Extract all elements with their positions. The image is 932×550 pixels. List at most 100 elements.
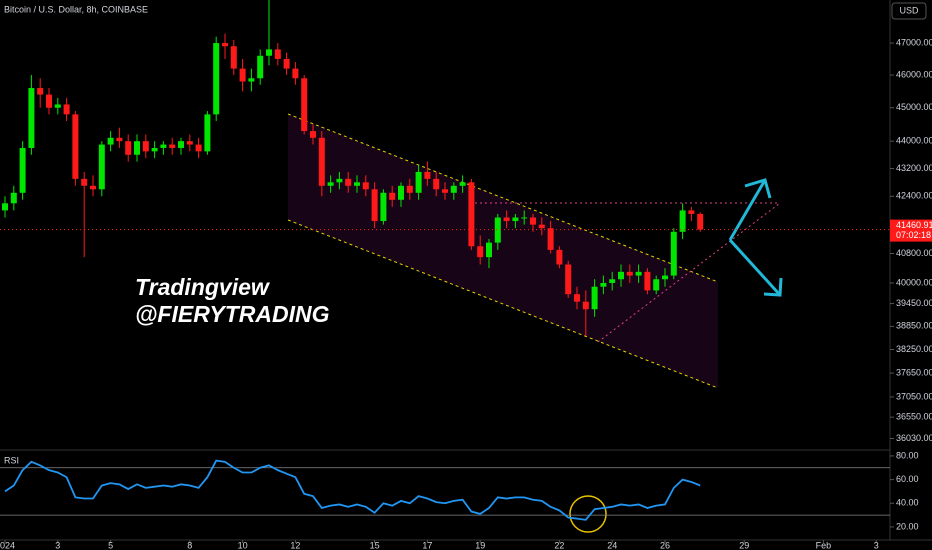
candle-body [178, 141, 184, 148]
chart-title: Bitcoin / U.S. Dollar, 8h, COINBASE [4, 4, 148, 14]
channel-upper [287, 113, 719, 283]
candle-body [679, 210, 686, 232]
candle-body [19, 147, 26, 193]
candle-body [653, 279, 660, 291]
candle-body [327, 182, 334, 186]
x-tick-label: 8 [187, 540, 192, 550]
candle-body [503, 217, 510, 222]
y-tick-label: 39450.00 [896, 298, 932, 308]
candle-body [248, 78, 255, 82]
candle-body [336, 178, 343, 183]
triangle-line [597, 202, 781, 343]
candle-body [697, 213, 704, 230]
x-tick-label: Feb [816, 540, 832, 550]
candle-body [301, 78, 308, 132]
candle-body [468, 182, 475, 247]
candle-body [125, 141, 132, 155]
arrow-up-head [744, 178, 772, 199]
candle-body [90, 185, 96, 190]
candle-body [266, 49, 272, 56]
candle-body [107, 137, 114, 145]
y-tick-label: 36550.00 [896, 412, 932, 422]
candle-body [46, 94, 52, 108]
candle-body [450, 185, 457, 193]
watermark: @FIERYTRADING [135, 301, 330, 327]
candle-body [292, 68, 299, 79]
candle-body [415, 171, 422, 193]
candle-body [186, 141, 193, 145]
channel-fill [288, 114, 718, 388]
candle-body [433, 178, 440, 190]
candle-body [239, 68, 246, 82]
rsi-tick-label: 20.00 [896, 521, 919, 531]
rsi-line [4, 459, 701, 521]
candle-body [151, 147, 158, 152]
candle-body [670, 231, 677, 276]
candle-body [389, 192, 396, 200]
y-tick-label: 36030.00 [896, 433, 932, 443]
candle-body [477, 246, 484, 258]
candle-body [116, 137, 123, 142]
candle-body [512, 217, 519, 222]
candle-body [204, 114, 211, 152]
candle-body [54, 104, 61, 108]
candle-body [600, 282, 607, 287]
y-tick-label: 37650.00 [896, 367, 932, 377]
x-tick-label: 15 [370, 540, 380, 550]
rsi-tick-label: 60.00 [896, 474, 919, 484]
x-tick-label: 17 [422, 540, 432, 550]
candle-body [486, 242, 492, 258]
y-tick-label: 38250.00 [896, 344, 932, 354]
y-tick-label: 47000.00 [896, 37, 932, 47]
candle-body [398, 185, 404, 200]
watermark: Tradingview [135, 274, 271, 300]
candle-body [81, 178, 88, 186]
channel-lower [287, 219, 719, 389]
candle-body [222, 43, 228, 47]
candle-body [10, 192, 17, 204]
candle-body [274, 49, 281, 59]
y-tick-label: 46000.00 [896, 69, 932, 79]
candle-body [310, 131, 316, 138]
y-tick-label: 40000.00 [896, 277, 932, 287]
candle-body [318, 137, 325, 186]
x-tick-label: 26 [660, 540, 670, 550]
candle-body [459, 182, 466, 186]
candle-body [521, 217, 528, 219]
candle-body [283, 58, 290, 69]
candle-body [134, 141, 140, 155]
rsi-tick-label: 80.00 [896, 450, 919, 460]
x-tick-label: 19 [475, 540, 485, 550]
y-tick-label: 40800.00 [896, 248, 932, 258]
candle-body [538, 224, 545, 229]
x-tick-label: 2024 [0, 540, 15, 550]
candle-body [424, 171, 431, 179]
candle-body [574, 294, 580, 302]
candle-body [547, 228, 554, 250]
y-tick-label: 45000.00 [896, 102, 932, 112]
candle-body [98, 144, 105, 190]
candle-body [688, 210, 695, 214]
highlight-circle [569, 495, 607, 533]
candle-body [362, 182, 369, 190]
candle-body [635, 271, 642, 276]
candle-body [556, 249, 563, 265]
y-tick-label: 42400.00 [896, 191, 932, 201]
candle-body [530, 217, 536, 225]
candle-body [195, 144, 202, 152]
rsi-label: RSI [4, 455, 19, 465]
candle-body [28, 88, 35, 148]
candle-body [380, 192, 387, 222]
candle-body [591, 286, 598, 310]
y-tick-label: 43200.00 [896, 163, 932, 173]
x-tick-label: 24 [607, 540, 617, 550]
x-tick-label: 3 [55, 540, 60, 550]
last-price-label: 41460.91 [896, 220, 932, 230]
x-tick-label: 12 [290, 540, 300, 550]
y-tick-label: 37050.00 [896, 391, 932, 401]
candle-body [213, 43, 220, 115]
rsi-tick-label: 40.00 [896, 498, 919, 508]
candle-body [2, 203, 8, 211]
